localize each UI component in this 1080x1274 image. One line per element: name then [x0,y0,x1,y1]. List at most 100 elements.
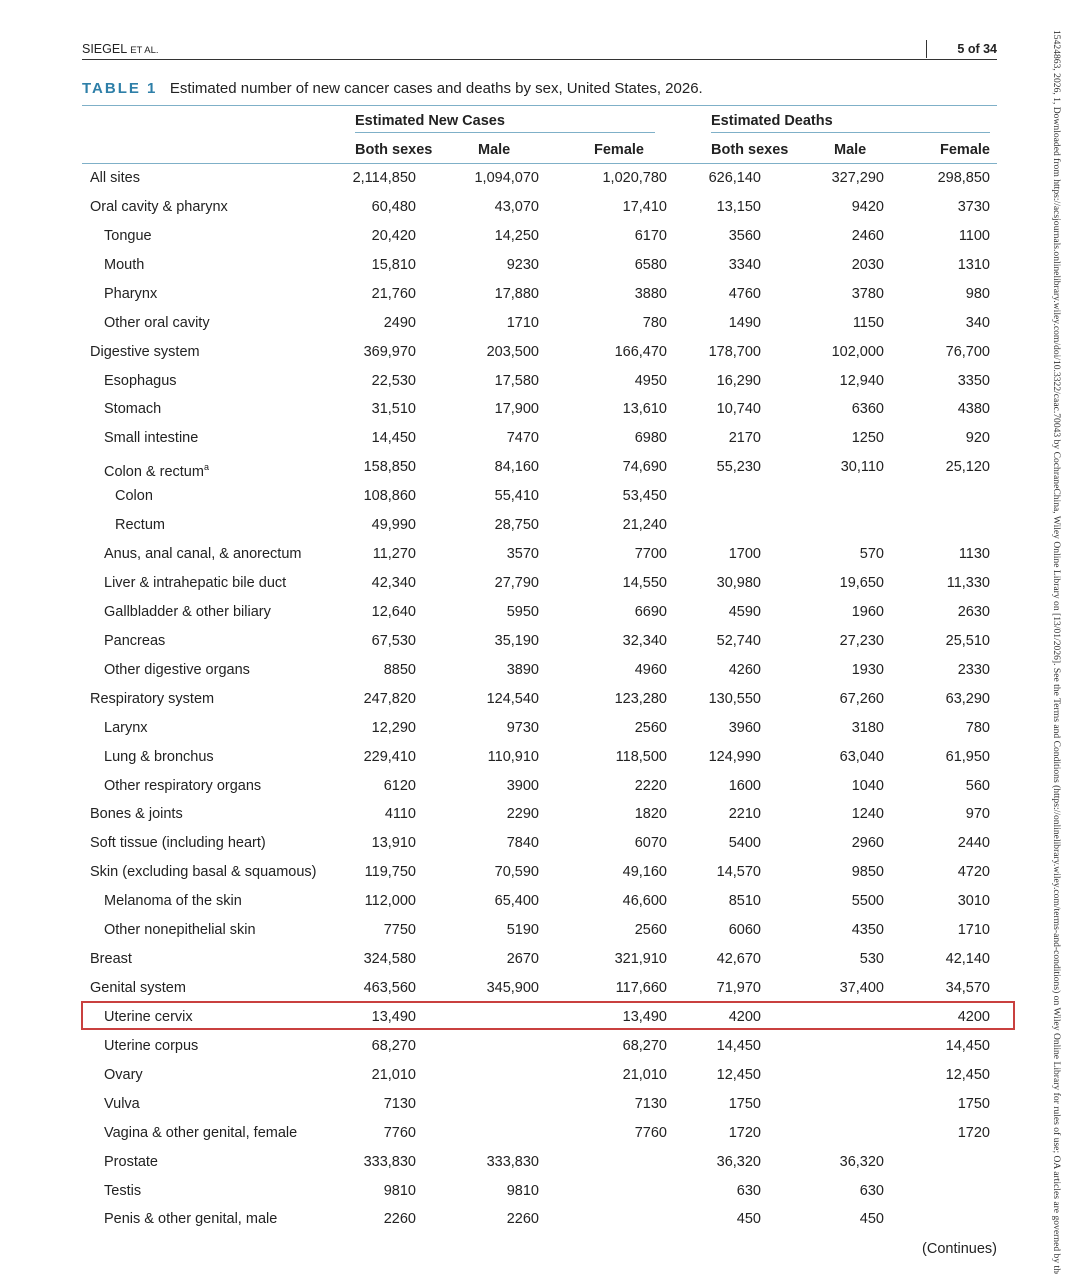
cell: 369,970 [363,343,416,360]
cell: 4200 [957,1008,990,1025]
cell: 4760 [728,285,761,302]
cell: 13,610 [622,401,667,418]
cell: 1710 [506,314,539,331]
cell: 14,570 [716,864,761,881]
author: SIEGEL [82,42,127,56]
cell: 203,500 [486,343,539,360]
column-header: Male [834,142,867,158]
cell: 70,590 [494,864,539,881]
cell: 36,320 [716,1153,761,1170]
column-header: Both sexes [355,142,433,158]
cell: 3560 [728,227,761,244]
cell: 2460 [851,227,884,244]
cell: 5190 [506,922,539,939]
author-suffix: ET AL. [130,45,159,56]
cell: 6170 [634,227,667,244]
row-label: Larynx [104,719,148,736]
cell: 17,880 [494,285,539,302]
cell: 6060 [728,922,761,939]
cell: 6120 [383,777,416,794]
cell: 450 [859,1211,884,1228]
row-label: Stomach [104,401,162,418]
cell: 1750 [957,1095,990,1112]
cell: 25,120 [945,459,990,476]
cell: 63,040 [839,748,884,765]
cell: 108,860 [363,488,416,505]
cell: 55,410 [494,488,539,505]
cell: 1490 [728,314,761,331]
row-label: Uterine corpus [104,1037,199,1054]
cell: 560 [965,777,990,794]
cell: 1240 [851,806,884,823]
cell: 626,140 [708,170,761,186]
cell: 3730 [957,198,990,215]
cell: 13,490 [622,1008,667,1025]
cell: 117,660 [615,980,667,997]
page-number: 5 of 34 [957,42,997,56]
cell: 630 [736,1182,761,1199]
cell: 247,820 [363,690,416,707]
cell: 14,250 [494,227,539,244]
cell: 9420 [851,198,884,215]
cell: 530 [859,951,884,968]
cell: 67,260 [839,690,884,707]
cell: 6980 [634,430,667,447]
continues: (Continues) [922,1241,997,1257]
cell: 3900 [506,777,539,794]
cell: 166,470 [614,343,667,360]
cell: 2220 [634,777,667,794]
header-rule [82,59,997,60]
cell: 327,290 [831,170,884,186]
row-label: Bones & joints [90,806,183,823]
row-label: Testis [104,1182,142,1199]
cell: 3890 [506,661,539,678]
cell: 1,094,070 [474,170,539,186]
cell: 49,990 [371,517,416,534]
cell: 11,270 [372,546,416,563]
row-label: Liver & intrahepatic bile duct [104,575,287,592]
row-label: Other respiratory organs [104,777,262,794]
cell: 12,450 [945,1066,990,1083]
cell: 7760 [383,1124,416,1141]
cell: 1820 [634,806,667,823]
cell: 119,750 [364,864,416,881]
cell: 5400 [728,835,761,852]
cell: 1100 [958,227,990,244]
caption: TABLE 1 Estimated number of new cancer c… [82,80,703,98]
cell: 13,150 [716,198,761,215]
column-header: Male [478,142,511,158]
cell: 42,140 [945,951,990,968]
cell: 21,010 [371,1066,416,1083]
cell: 14,550 [622,575,667,592]
cell: 19,650 [839,575,884,592]
cell: 61,950 [945,748,990,765]
cell: 2210 [728,806,761,823]
cell: 2630 [957,603,990,620]
cell: 1700 [728,546,761,563]
cell: 2560 [634,719,667,736]
cell: 102,000 [831,343,884,360]
cell: 30,980 [716,575,761,592]
caption-rule [82,105,997,106]
cell: 345,900 [486,980,539,997]
row-label: Small intestine [104,430,199,447]
cell: 1720 [957,1124,990,1141]
cell: 130,550 [708,690,761,707]
cell: 42,670 [716,951,761,968]
cell: 110,910 [487,748,539,765]
row-label: Uterine cervix [104,1008,193,1025]
cell: 1130 [958,546,990,563]
cell: 123,280 [614,690,667,707]
cell: 2170 [728,430,761,447]
cell: 31,510 [371,401,416,418]
cell: 2030 [851,256,884,273]
cell: 42,340 [371,575,416,592]
row-label: Soft tissue (including heart) [90,835,266,852]
cell: 68,270 [622,1037,667,1054]
cell: 124,540 [486,690,539,707]
row-label: Melanoma of the skin [104,893,242,910]
row-label: Pancreas [104,632,166,649]
cell: 3880 [634,285,667,302]
cell: 65,400 [494,893,539,910]
